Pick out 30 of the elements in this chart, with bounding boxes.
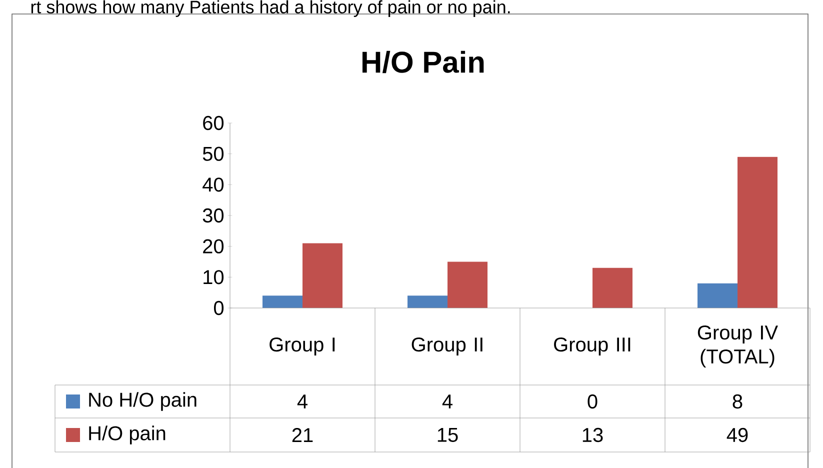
bar: [302, 243, 342, 308]
x-tick-label: Group IV (TOTAL): [698, 325, 778, 368]
bar: [448, 262, 488, 308]
y-tick-label: 0: [214, 300, 224, 315]
data-label: 4: [442, 394, 452, 408]
data-label: 8: [732, 394, 742, 408]
bar: [738, 156, 778, 308]
y-tick-label: 40: [202, 177, 224, 192]
y-tick-label: 20: [203, 239, 224, 254]
bar: [592, 268, 632, 308]
y-tick-label: 60: [203, 116, 224, 130]
y-tick-label: 30: [202, 208, 224, 222]
data-label: 49: [726, 428, 748, 442]
legend-label: H/O pain: [89, 425, 166, 444]
x-tick-label: Group II: [412, 337, 482, 356]
data-label: 13: [582, 428, 603, 442]
text: rt shows how many Patients had a history of pain or no pain.: [31, 0, 510, 17]
chart-title: H/O Pain: [362, 50, 484, 73]
data-label: 4: [297, 394, 308, 408]
legend-label: No H/O pain: [89, 392, 196, 411]
y-tick-label: 10: [204, 270, 224, 284]
bar: [262, 295, 302, 308]
y-tick-label: 50: [202, 146, 224, 161]
data-label: 15: [438, 428, 458, 442]
data-label: 0: [588, 394, 598, 408]
data-label: 21: [292, 428, 313, 442]
bar: [408, 295, 448, 308]
x-tick-label: Group I: [270, 337, 335, 356]
x-tick-label: Group III: [554, 337, 630, 356]
bar: [698, 283, 738, 308]
